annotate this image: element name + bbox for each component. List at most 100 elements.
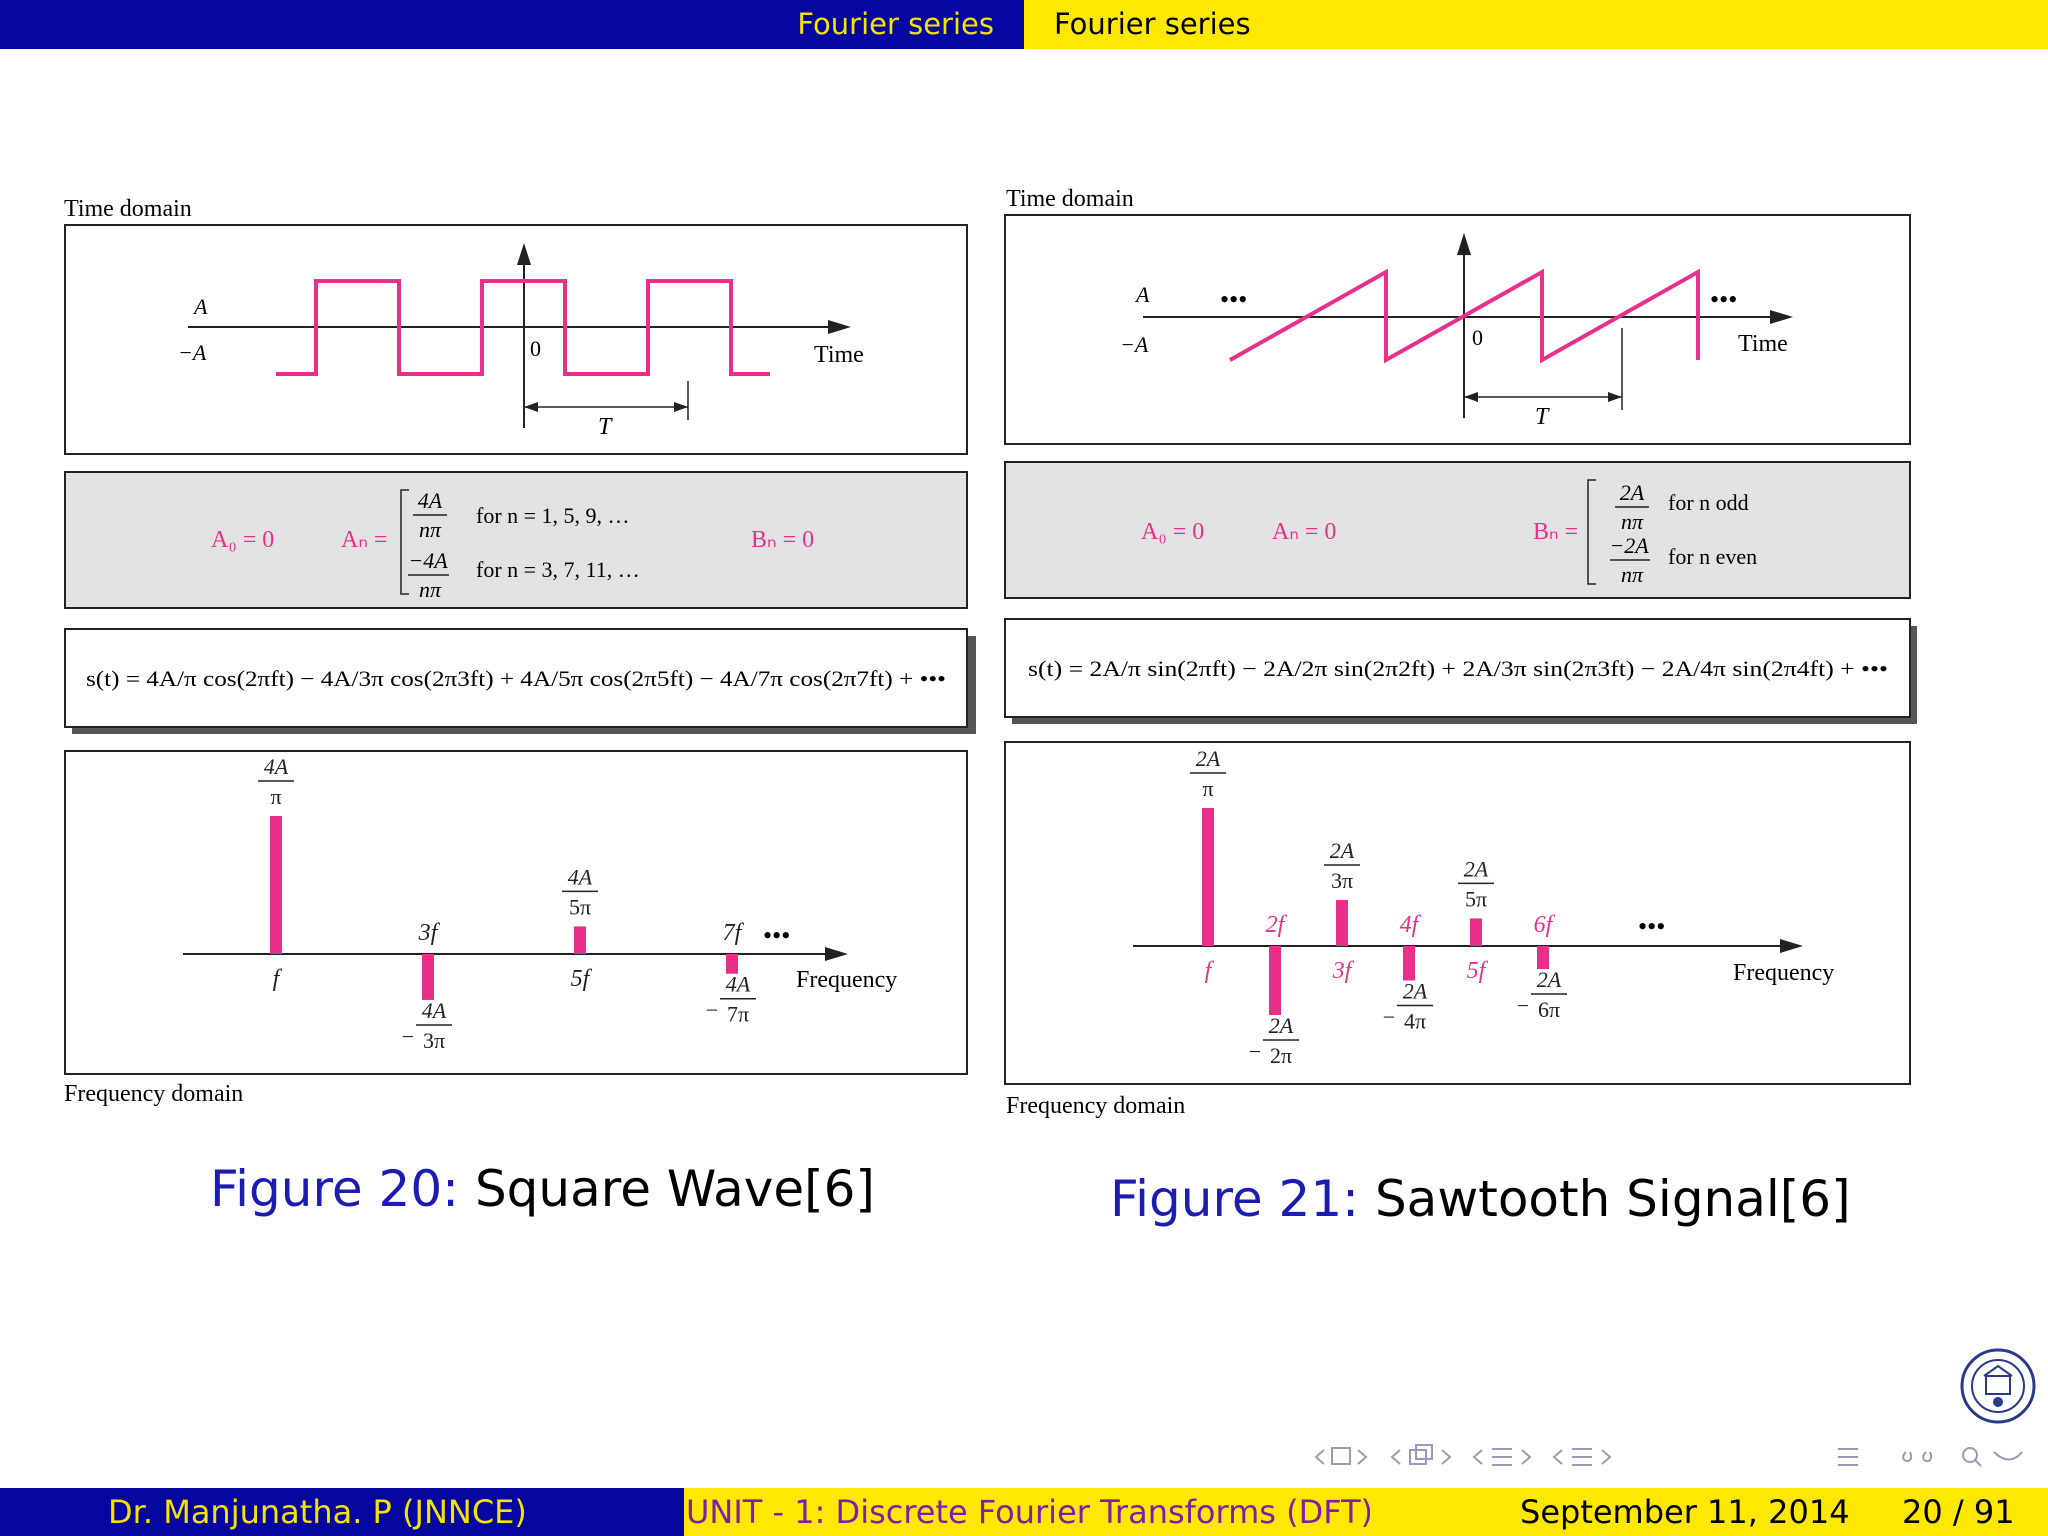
square-wave-trace (276, 279, 770, 376)
amp-num-6f: 2A (1537, 967, 1562, 992)
freq-label-f: f (273, 966, 283, 992)
an-case2-den: nπ (419, 577, 442, 602)
amp-num-4f: 2A (1403, 979, 1428, 1004)
freq-label-4f: 4f (1400, 912, 1422, 938)
amp-num-5f: 2A (1464, 856, 1489, 881)
spectral-line-6f (1537, 946, 1549, 970)
bn-case1-den: nπ (1621, 509, 1644, 534)
spectral-line-7f (726, 954, 738, 974)
period-label: T (1535, 404, 1550, 430)
amp-pos-label: A (192, 294, 208, 319)
freq-label-3f: 3f (1332, 958, 1355, 984)
college-logo-icon (1960, 1348, 2036, 1424)
series-expression: s(t) = 2A/π sin(2πft) − 2A/2π sin(2π2ft)… (1028, 656, 1888, 681)
nav-subsection-prev-icon[interactable] (1390, 1449, 1401, 1465)
figure-21-label: Figure 21: (1110, 1170, 1360, 1228)
bn-case1-num: 2A (1620, 480, 1645, 505)
nav-section-prev-icon[interactable] (1472, 1449, 1483, 1465)
amp-den-2f: 2π (1270, 1043, 1292, 1068)
nav-subsection-next-icon[interactable] (1441, 1449, 1452, 1465)
amp-sign-4f: − (1383, 1005, 1395, 1030)
nav-appendix-icon[interactable] (1838, 1448, 1858, 1466)
nav-section-next-icon[interactable] (1521, 1449, 1532, 1465)
freq-label-6f: 6f (1534, 912, 1556, 938)
frequency-axis-arrow (1780, 939, 1803, 953)
figure-20-label: Figure 20: (210, 1160, 460, 1218)
bn-case2-den: nπ (1621, 562, 1644, 587)
dots-left: ••• (1220, 285, 1247, 314)
coef-a0: A₀ = 0 (211, 527, 274, 553)
amp-den-6f: 6π (1538, 997, 1560, 1022)
beamer-navigation (1314, 1444, 2023, 1467)
period-arrow-right (674, 402, 688, 412)
an-case1-num: 4A (418, 488, 443, 513)
nav-document-icon[interactable] (1572, 1448, 1592, 1466)
spectral-line-f (1202, 808, 1214, 946)
nav-search-icon[interactable] (1962, 1447, 1982, 1467)
header-subsection[interactable]: Fourier series (1024, 0, 2048, 49)
spectral-line-f (270, 816, 282, 954)
freq-label-f: f (1205, 958, 1215, 984)
sawtooth-figure: Time domain A −A 0 Time ••• ••• T A₀ = 0… (1004, 186, 1917, 1119)
footer-title[interactable]: UNIT - 1: Discrete Fourier Transforms (D… (684, 1488, 1370, 1536)
sawtooth-trace (1229, 268, 1700, 364)
origin-label: 0 (530, 336, 541, 361)
spectral-line-5f (574, 926, 586, 954)
time-domain-panel (64, 224, 968, 455)
coef-an: Aₙ = 0 (1272, 519, 1336, 545)
series-expression: s(t) = 4A/π cos(2πft) − 4A/3π cos(2π3ft)… (86, 666, 946, 691)
amp-den-3f: 3π (1331, 868, 1353, 893)
time-domain-label: Time domain (1006, 186, 1134, 212)
nav-frame-next-icon[interactable] (1357, 1449, 1368, 1465)
frequency-domain-panel (64, 750, 968, 1075)
coef-bn: Bₙ = (1533, 519, 1578, 545)
spectrum-dots: ••• (763, 921, 790, 950)
amp-num-5f: 4A (568, 864, 593, 889)
amp-num-f: 2A (1196, 746, 1221, 771)
nav-back-icon[interactable] (1902, 1451, 1933, 1462)
period-arrow-left (1464, 392, 1478, 402)
coefficients-panel (1004, 461, 1911, 599)
amp-den-3f: 3π (423, 1028, 445, 1053)
footer-author[interactable]: Dr. Manjunatha. P (JNNCE) (0, 1488, 684, 1536)
an-bracket (400, 489, 409, 595)
footer-info: September 11, 2014 20 / 91 (1370, 1488, 2048, 1536)
frequency-domain-label: Frequency domain (64, 1081, 243, 1107)
series-panel (1004, 618, 1911, 718)
coef-an: Aₙ = (341, 527, 387, 553)
time-axis-arrow (828, 320, 851, 334)
header-section[interactable]: Fourier series (0, 0, 1024, 49)
figure-21-caption: Figure 21: Sawtooth Signal[6] (1110, 1170, 1851, 1228)
period-arrow-left (524, 402, 538, 412)
spectral-line-4f (1403, 946, 1415, 981)
an-case1-cond: for n = 1, 5, 9, … (476, 503, 630, 528)
nav-document-next-icon[interactable] (1601, 1449, 1612, 1465)
spectral-line-2f (1269, 946, 1281, 1015)
nav-subsection-icon[interactable] (1409, 1444, 1433, 1465)
amp-den-5f: 5π (569, 894, 591, 919)
frequency-domain-panel (1004, 741, 1911, 1085)
footer-page-number: 20 / 91 (1902, 1493, 2015, 1531)
square-wave-figure: Time domain A −A 0 Time T A₀ = 0 Aₙ = 4A… (64, 196, 976, 1107)
nav-zoom-icon[interactable] (1993, 1451, 2023, 1461)
nav-section-icon[interactable] (1492, 1448, 1512, 1466)
coef-bn: Bₙ = 0 (751, 527, 814, 553)
series-panel (64, 628, 968, 728)
an-case1-den: nπ (419, 517, 442, 542)
time-axis-arrow (1770, 310, 1793, 324)
nav-document-prev-icon[interactable] (1552, 1449, 1563, 1465)
figure-20-text: Square Wave[6] (474, 1160, 875, 1218)
amp-neg-label: −A (1120, 332, 1149, 357)
frequency-axis-label: Frequency (1733, 960, 1834, 986)
amp-den-5f: 5π (1465, 886, 1487, 911)
amp-num-3f: 2A (1330, 838, 1355, 863)
amp-num-2f: 2A (1269, 1013, 1294, 1038)
spectrum-dots: ••• (1638, 912, 1665, 941)
amplitude-axis-arrow (1457, 233, 1471, 255)
spectral-line-5f (1470, 918, 1482, 946)
coef-a0: A₀ = 0 (1141, 519, 1204, 545)
nav-frame-icon[interactable] (1331, 1447, 1351, 1465)
nav-frame-prev-icon[interactable] (1314, 1449, 1325, 1465)
